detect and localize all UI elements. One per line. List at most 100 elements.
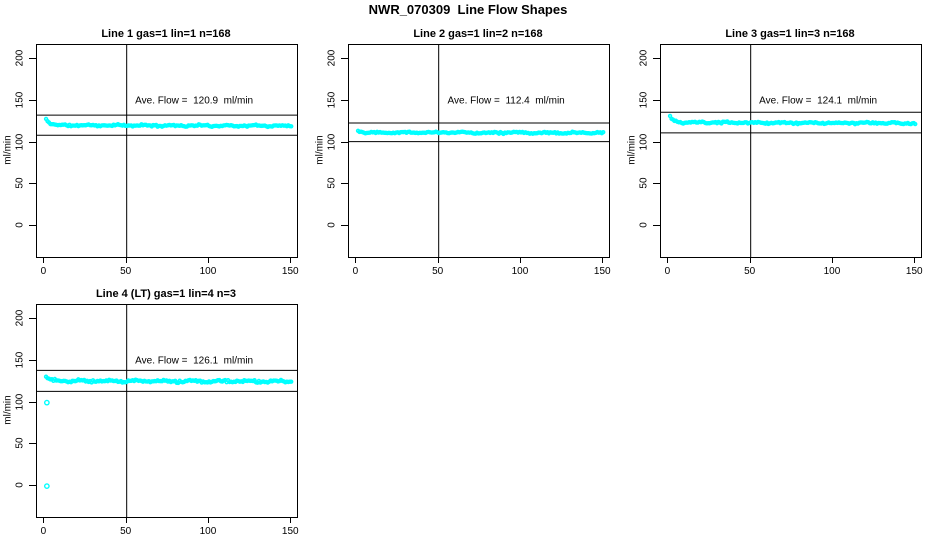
x-tick-label: 100 bbox=[511, 266, 529, 277]
x-tick-label: 100 bbox=[199, 266, 217, 277]
y-axis-tick bbox=[653, 99, 660, 101]
x-tick-label: 150 bbox=[281, 266, 299, 277]
y-axis-tick bbox=[653, 58, 660, 60]
ave-flow-annotation: Ave. Flow = 126.1 ml/min bbox=[135, 355, 254, 367]
x-axis-tick bbox=[43, 517, 45, 523]
y-axis-tick bbox=[341, 99, 348, 101]
x-axis-tick bbox=[602, 257, 604, 263]
x-tick-label: 100 bbox=[823, 266, 841, 277]
x-axis-tick bbox=[355, 257, 357, 263]
panel-title: Line 1 gas=1 lin=1 n=168 bbox=[101, 28, 231, 40]
ave-flow-annotation: Ave. Flow = 112.4 ml/min bbox=[447, 95, 565, 107]
flow-data-band bbox=[355, 128, 606, 137]
y-axis-tick bbox=[653, 141, 660, 143]
plot-area: Ave. Flow = 112.4 ml/min bbox=[348, 44, 610, 258]
y-tick-label: 200 bbox=[14, 49, 26, 67]
y-tick-label: 50 bbox=[638, 177, 650, 189]
y-tick-label: 50 bbox=[14, 177, 26, 189]
y-axis-tick bbox=[653, 225, 660, 227]
panel-2: Line 2 gas=1 lin=2 n=168 ml/min 0 50 100 150 2… bbox=[312, 16, 624, 278]
y-axis-label: ml/min bbox=[2, 395, 14, 425]
plot-canvas bbox=[349, 45, 609, 257]
y-tick-label: 50 bbox=[326, 177, 338, 189]
y-tick-label: 0 bbox=[326, 222, 338, 228]
plot-canvas bbox=[37, 305, 297, 517]
x-tick-label: 50 bbox=[432, 266, 444, 277]
y-axis-tick bbox=[29, 183, 36, 185]
x-axis-tick bbox=[43, 257, 45, 263]
plot-area: Ave. Flow = 120.9 ml/min bbox=[36, 44, 298, 258]
y-tick-label: 100 bbox=[638, 133, 650, 150]
y-tick-label: 100 bbox=[326, 133, 338, 150]
y-tick-label: 150 bbox=[14, 351, 26, 369]
flow-data-band bbox=[43, 374, 294, 386]
y-axis-tick bbox=[29, 318, 36, 320]
y-tick-label: 0 bbox=[14, 222, 26, 228]
y-axis-tick bbox=[653, 183, 660, 185]
y-tick-label: 0 bbox=[14, 482, 26, 488]
x-axis-tick bbox=[125, 257, 127, 263]
outlier-point bbox=[43, 483, 50, 490]
y-axis-tick bbox=[341, 58, 348, 60]
y-tick-label: 150 bbox=[14, 91, 26, 109]
x-axis-tick bbox=[437, 257, 439, 263]
panel-title: Line 4 (LT) gas=1 lin=4 n=3 bbox=[95, 288, 237, 300]
panel-4: Line 4 (LT) gas=1 lin=4 n=3 ml/min 0 50 100 1… bbox=[0, 276, 312, 538]
x-axis-tick bbox=[290, 517, 292, 523]
y-axis-tick bbox=[29, 485, 36, 487]
y-tick-label: 200 bbox=[14, 309, 26, 327]
x-tick-label: 0 bbox=[40, 526, 47, 537]
x-tick-label: 100 bbox=[199, 526, 217, 537]
panel-title: Line 3 gas=1 lin=3 n=168 bbox=[725, 28, 855, 40]
x-axis-tick bbox=[207, 257, 209, 263]
x-axis-tick bbox=[519, 257, 521, 263]
y-tick-label: 150 bbox=[326, 91, 338, 109]
x-axis-tick bbox=[290, 257, 292, 263]
x-axis-tick bbox=[749, 257, 751, 263]
y-axis-tick bbox=[341, 225, 348, 227]
plot-area: Ave. Flow = 126.1 ml/min bbox=[36, 304, 298, 518]
x-axis-tick bbox=[667, 257, 669, 263]
x-axis-tick bbox=[831, 257, 833, 263]
panel-1: Line 1 gas=1 lin=1 n=168 ml/min 0 50 100 150 2… bbox=[0, 16, 312, 278]
panel-3: Line 3 gas=1 lin=3 n=168 ml/min 0 50 100 150 2… bbox=[624, 16, 936, 278]
x-tick-label: 150 bbox=[905, 266, 923, 277]
x-tick-label: 0 bbox=[664, 266, 671, 277]
x-tick-label: 0 bbox=[352, 266, 359, 277]
y-axis-tick bbox=[29, 58, 36, 60]
flow-data-band bbox=[667, 113, 918, 127]
plot-area: Ave. Flow = 124.1 ml/min bbox=[660, 44, 922, 258]
x-tick-label: 150 bbox=[281, 526, 299, 537]
x-tick-label: 150 bbox=[593, 266, 611, 277]
panel-title: Line 2 gas=1 lin=2 n=168 bbox=[413, 28, 543, 40]
y-axis-tick bbox=[29, 99, 36, 101]
outlier-point bbox=[43, 399, 50, 406]
y-tick-label: 200 bbox=[638, 49, 650, 67]
y-axis-tick bbox=[29, 225, 36, 227]
y-axis-tick bbox=[29, 359, 36, 361]
x-axis-tick bbox=[914, 257, 916, 263]
ave-flow-annotation: Ave. Flow = 120.9 ml/min bbox=[135, 95, 254, 107]
y-axis-tick bbox=[341, 183, 348, 185]
x-axis-tick bbox=[207, 517, 209, 523]
y-axis-label: ml/min bbox=[626, 135, 638, 165]
x-tick-label: 0 bbox=[40, 266, 47, 277]
x-tick-label: 50 bbox=[120, 266, 132, 277]
y-axis-label: ml/min bbox=[314, 135, 326, 165]
y-tick-label: 100 bbox=[14, 133, 26, 150]
y-axis-label: ml/min bbox=[2, 135, 14, 165]
plot-canvas bbox=[37, 45, 297, 257]
x-axis-tick bbox=[125, 517, 127, 523]
y-tick-label: 50 bbox=[14, 437, 26, 449]
y-tick-label: 100 bbox=[14, 393, 26, 410]
figure-title: NWR_070309 Line Flow Shapes bbox=[368, 2, 568, 17]
y-axis-tick bbox=[29, 443, 36, 445]
y-axis-tick bbox=[29, 401, 36, 403]
y-tick-label: 200 bbox=[326, 49, 338, 67]
ave-flow-annotation: Ave. Flow = 124.1 ml/min bbox=[759, 95, 878, 107]
flow-data-band bbox=[43, 116, 294, 130]
y-axis-tick bbox=[29, 141, 36, 143]
y-axis-tick bbox=[341, 141, 348, 143]
y-tick-label: 0 bbox=[638, 222, 650, 228]
